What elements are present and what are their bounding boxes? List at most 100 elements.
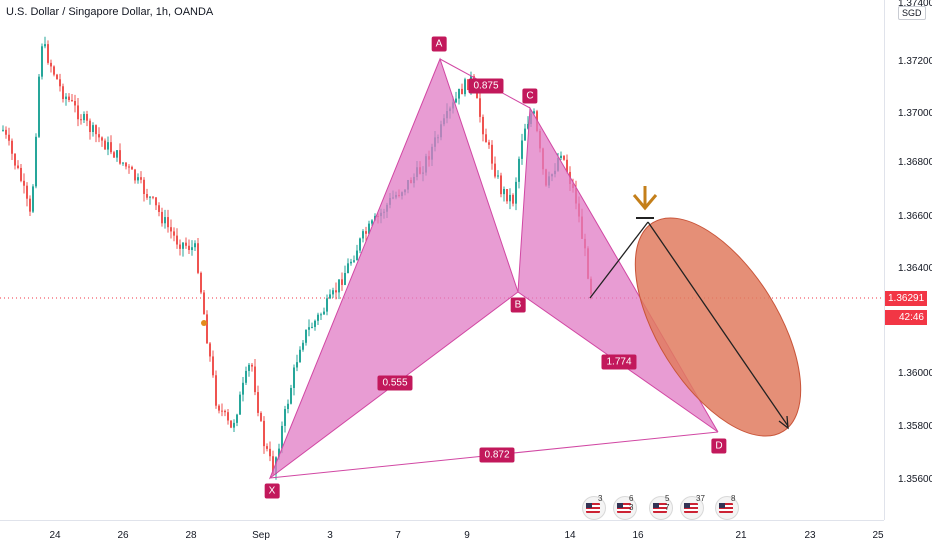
us-flag-icon [617,503,631,513]
candle-body [287,403,289,410]
candle-body [17,165,19,168]
candle-body [497,175,499,177]
candle-body [35,136,37,187]
candle-body [203,292,205,315]
candle-body [110,142,112,153]
candle-body [314,320,316,327]
candle-body [308,327,310,330]
candle-body [266,446,268,449]
candle-body [500,175,502,195]
time-tick: 24 [49,530,61,541]
candle-body [317,314,319,321]
event-count: 8 [731,494,736,503]
candle-body [341,279,343,285]
candle-body [125,162,127,167]
candle-body [239,394,241,415]
candle-body [155,197,157,206]
candle-body [353,260,355,262]
candle-body [119,150,121,164]
candle-body [371,220,373,224]
economic-event[interactable]: 5 7 [649,494,673,520]
time-tick: 21 [735,530,747,541]
candle-body [173,231,175,236]
projection-ellipse[interactable] [602,191,834,463]
candle-body [293,367,295,388]
candle-body [89,120,91,132]
up-arrow-line[interactable] [589,221,649,299]
candle-body [221,410,223,412]
candle-body [323,311,325,315]
us-flag-icon [684,503,698,513]
candle-body [44,44,46,47]
time-axis[interactable] [0,520,884,551]
candle-body [365,231,367,234]
candle-body [176,235,178,245]
candle-body [146,194,148,198]
time-tick: 9 [464,530,470,541]
chart-title: U.S. Dollar / Singapore Dollar, 1h, OAND… [6,6,214,18]
price-tick: 1.37200 [898,56,932,67]
candle-body [65,96,67,100]
candle-body [170,227,172,232]
candle-body [20,167,22,181]
candle-body [359,238,361,251]
candle-body [134,169,136,181]
ratio-label-xd[interactable]: 0.872 [479,447,515,463]
point-label-c[interactable]: C [522,88,538,104]
ratio-label-bd[interactable]: 1.774 [601,354,637,370]
candle-body [260,412,262,421]
economic-event[interactable]: 3 [582,494,606,520]
us-flag-icon [586,503,600,513]
candle-body [344,272,346,285]
point-label-d[interactable]: D [711,438,727,454]
candle-body [206,314,208,344]
candle-body [533,111,535,114]
time-tick: 28 [185,530,197,541]
candle-body [362,231,364,239]
ratio-label-ac[interactable]: 0.875 [468,78,504,94]
event-count: 5 7 [665,494,670,512]
candle-body [194,243,196,248]
candle-body [116,150,118,158]
us-flag-icon [653,503,667,513]
candle-body [38,76,40,137]
candle-body [263,420,265,447]
point-label-x[interactable]: X [264,483,280,499]
candle-body [560,155,562,159]
candle-body [248,364,250,371]
down-arrow-line[interactable] [647,221,789,427]
candle-body [104,140,106,150]
price-tick: 1.35800 [898,421,932,432]
candle-body [152,196,154,198]
time-tick: 23 [804,530,816,541]
candle-body [521,140,523,159]
pattern-triangle-xab[interactable] [268,57,519,480]
candle-body [86,114,88,121]
candle-body [335,290,337,293]
economic-event[interactable]: 37 [680,494,705,520]
candle-body [242,382,244,395]
candle-body [32,186,34,212]
candle-body [236,414,238,423]
point-label-b[interactable]: B [510,297,526,313]
price-tick: 1.35600 [898,474,932,485]
candle-body [305,329,307,343]
current-price-tag: 1.36291 [885,291,927,306]
price-axis[interactable] [884,0,932,520]
ratio-label-xb[interactable]: 0.555 [377,375,413,391]
price-tick: 1.36400 [898,263,932,274]
candle-body [14,153,16,166]
economic-event[interactable]: 8 [715,494,739,520]
point-label-a[interactable]: A [431,36,447,52]
candle-body [23,180,25,186]
economic-event[interactable]: 6 3 [613,494,637,520]
price-tick: 1.36600 [898,211,932,222]
arrow-down-marker-icon[interactable] [632,186,658,211]
candle-body [11,140,13,154]
candle-body [224,410,226,413]
chart-area[interactable] [0,0,884,520]
currency-badge[interactable]: SGD [898,6,926,20]
candle-body [503,188,505,195]
candle-body [329,294,331,299]
candle-body [491,144,493,164]
